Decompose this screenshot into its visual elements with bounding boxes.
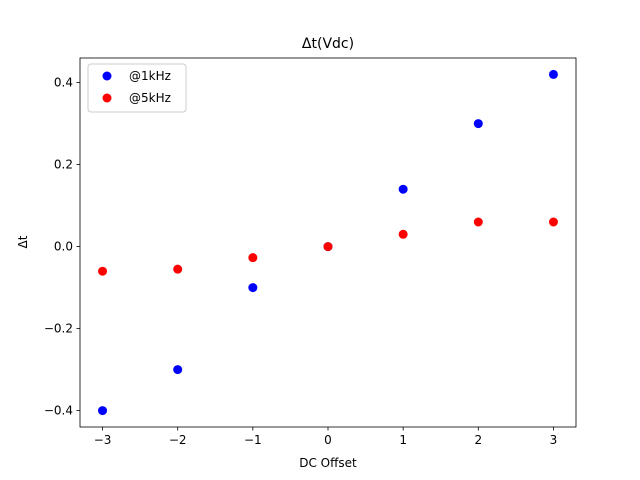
x-tick-label: −1 [244, 433, 262, 447]
y-tick-label: −0.4 [44, 404, 73, 418]
plot-area: −3 −2 −1 0 1 2 3 −0.4 −0.2 0.0 0.2 0.4 [44, 57, 577, 447]
chart-title: Δt(Vdc) [302, 36, 354, 52]
x-tick-label: −3 [94, 433, 112, 447]
series-2 [98, 217, 558, 276]
data-point [98, 406, 108, 416]
legend-marker [102, 71, 112, 81]
x-tick-label: −2 [169, 433, 187, 447]
x-tick-label: 1 [399, 433, 407, 447]
legend-box [87, 63, 187, 113]
x-tick-label: 2 [474, 433, 482, 447]
data-point [98, 266, 108, 276]
data-point [173, 264, 183, 274]
y-tick-label: 0.4 [54, 76, 73, 90]
legend-label: @1kHz [129, 69, 171, 83]
data-point [248, 253, 258, 263]
data-point [323, 242, 333, 252]
x-axis-title: DC Offset [299, 456, 357, 470]
data-point [548, 69, 558, 79]
data-point [398, 229, 408, 239]
x-tick-label: 0 [324, 433, 332, 447]
legend: @1kHz @5kHz [87, 63, 187, 113]
data-point [398, 184, 408, 194]
data-point [473, 217, 483, 227]
data-point [173, 365, 183, 375]
data-point [473, 119, 483, 129]
y-tick-label: 0.2 [54, 158, 73, 172]
series-1 [98, 69, 558, 416]
data-point [248, 283, 258, 293]
legend-label: @5kHz [129, 91, 171, 105]
data-point [548, 217, 558, 227]
y-axis-title: Δt [16, 235, 30, 248]
x-tick-label: 3 [550, 433, 558, 447]
legend-marker [102, 93, 112, 103]
y-tick-label: −0.2 [44, 322, 73, 336]
y-tick-label: 0.0 [54, 240, 73, 254]
